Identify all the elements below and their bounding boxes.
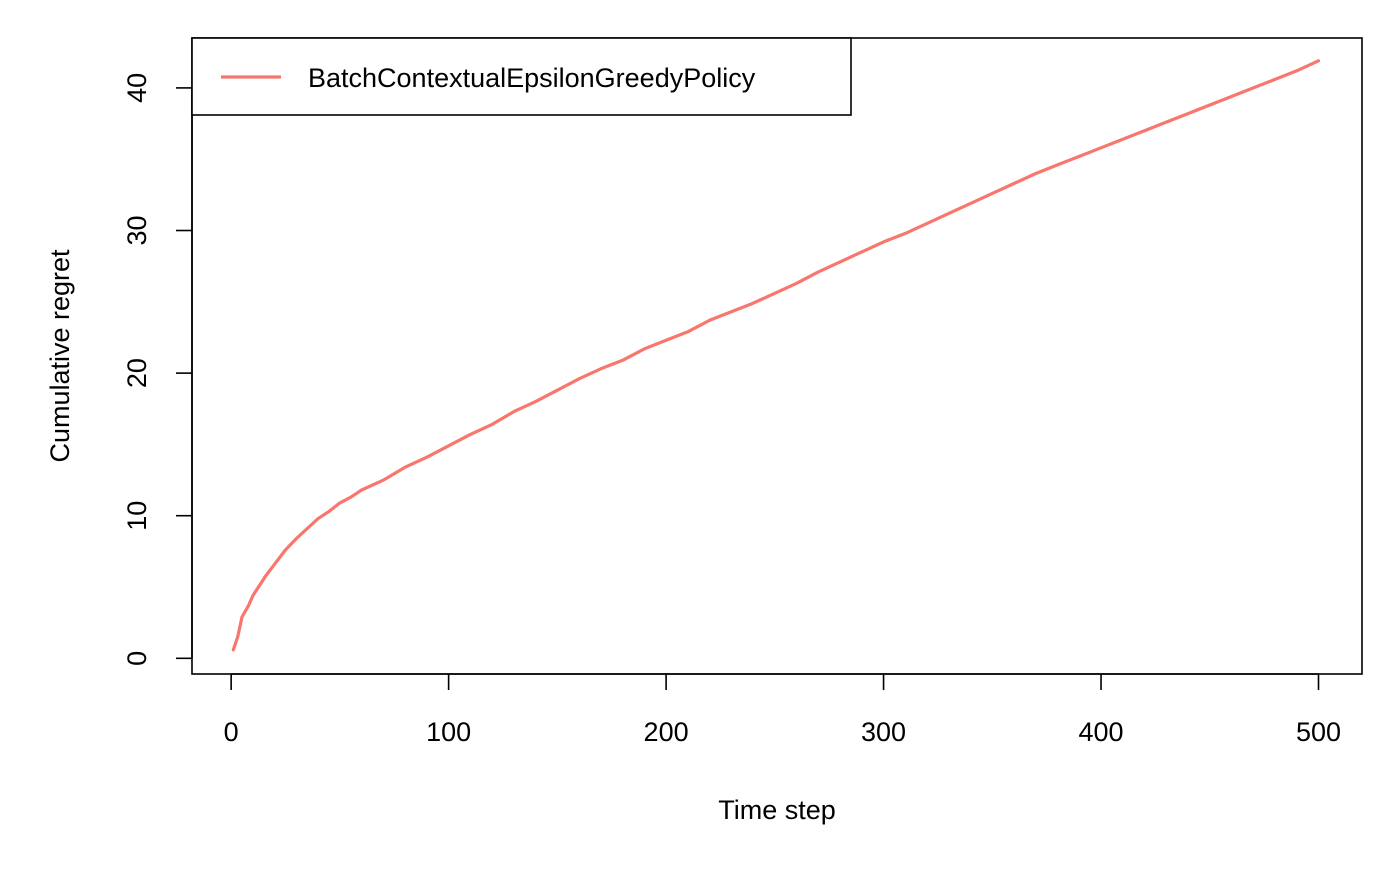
y-axis-label: Cumulative regret <box>45 249 75 463</box>
x-tick-label: 0 <box>224 717 239 747</box>
x-axis-label: Time step <box>718 795 836 825</box>
x-tick-label: 100 <box>426 717 471 747</box>
legend-label: BatchContextualEpsilonGreedyPolicy <box>308 63 756 93</box>
y-tick-label: 10 <box>122 501 152 531</box>
series-line-0 <box>231 59 1321 652</box>
x-tick-label: 200 <box>644 717 689 747</box>
plot-frame <box>191 37 1363 675</box>
y-tick-label: 0 <box>122 651 152 666</box>
x-axis: 0 100 200 300 400 500 <box>224 673 1341 747</box>
y-tick-label: 20 <box>122 358 152 388</box>
series-layer <box>231 59 1321 652</box>
x-tick-label: 300 <box>861 717 906 747</box>
legend-box <box>191 37 852 116</box>
legend: BatchContextualEpsilonGreedyPolicy <box>191 37 852 116</box>
y-axis: 0 10 20 30 40 <box>122 73 193 666</box>
y-tick-label: 30 <box>122 215 152 245</box>
y-tick-label: 40 <box>122 73 152 103</box>
x-tick-label: 400 <box>1079 717 1124 747</box>
x-tick-label: 500 <box>1296 717 1341 747</box>
